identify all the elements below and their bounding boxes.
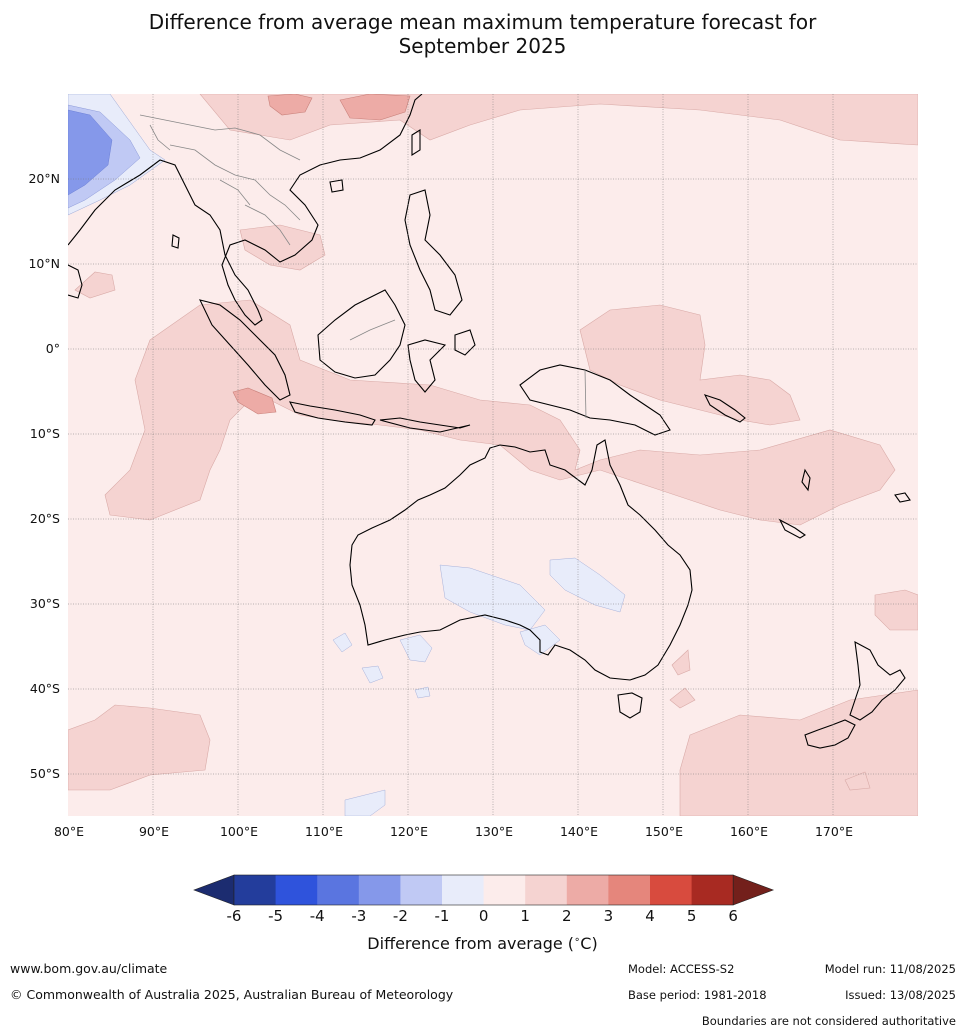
colorbar-tick-label: -3 [351,907,366,925]
asia-mainland-coast [68,94,423,326]
colorbar-tick-label: 1 [520,907,530,925]
new-zealand-south-coast [804,719,856,749]
lesser-sunda-coast [379,417,471,433]
lon-label: 130°E [475,824,513,839]
colorbar-tick-label: -6 [227,907,242,925]
footer-model-run: Model run: 11/08/2025 [824,962,956,976]
lat-label: 30°S [30,596,60,611]
tasmania-coast [617,692,643,719]
forecast-map: 20°N 10°N 0° 10°S 20°S 30°S 40°S 50°S 80… [28,94,918,839]
java-coast [289,401,376,426]
sumatra-coast [198,299,291,401]
colorbar-tick-label: 5 [687,907,697,925]
lon-label: 160°E [730,824,768,839]
map-figure: 20°N 10°N 0° 10°S 20°S 30°S 40°S 50°S 80… [28,94,918,839]
colorbar-label-text: Difference from average ( [367,934,575,953]
colorbar-tick-label: 3 [604,907,614,925]
colorbar-tick-label: 4 [645,907,655,925]
colorbar-swatch [275,875,318,905]
fiji-coast [894,492,911,503]
lon-label: 80°E [54,824,84,839]
colorbar-tick-label: -2 [393,907,408,925]
lon-label: 150°E [645,824,683,839]
colorbar-swatch [566,875,609,905]
latitude-labels: 20°N 10°N 0° 10°S 20°S 30°S 40°S 50°S [28,171,60,781]
vanuatu-coast [801,468,811,492]
footer-model: Model: ACCESS-S2 [628,962,735,976]
degree-symbol: ∘ [574,934,581,946]
lon-label: 100°E [220,824,258,839]
colorbar-high-extend [732,874,775,906]
solomon-islands-coast [703,394,746,423]
colorbar-swatch [400,875,443,905]
lat-label: 10°N [28,256,60,271]
graticule [68,94,918,816]
taiwan-coast [411,129,421,156]
colorbar-swatch [234,875,276,905]
footer-issued: Issued: 13/08/2025 [845,988,956,1002]
australia-coast [349,439,693,681]
colorbar-tick-labels: -6 -5 -4 -3 -2 -1 0 1 2 3 4 5 6 [227,907,738,925]
colorbar-label-unit: C) [580,934,598,953]
footer-website: www.bom.gov.au/climate [10,961,168,976]
colorbar-swatches [193,874,775,906]
hainan-coast [329,179,344,193]
colorbar-label: Difference from average (∘C) [0,934,965,953]
anomaly-negative-regions [68,94,626,816]
colorbar-swatch [317,875,360,905]
lon-label: 140°E [560,824,598,839]
colorbar-swatch [442,875,484,905]
lat-label: 50°S [30,766,60,781]
sri-lanka-coast [171,234,180,249]
colorbar-border [233,874,734,906]
moluccas-coast [454,329,476,356]
colorbar-tick-label: 0 [479,907,489,925]
colorbar-swatch [525,875,568,905]
title-line-1: Difference from average mean maximum tem… [148,10,817,34]
philippines-coast [404,189,463,316]
sulawesi-coast [407,339,447,393]
page-title: Difference from average mean maximum tem… [0,10,965,58]
lat-label: 0° [46,341,60,356]
colorbar-tick-label: -5 [268,907,283,925]
colorbar-tick-label: -4 [310,907,325,925]
colorbar-low-extend [193,874,235,906]
coastlines [68,94,911,749]
colorbar-swatch [483,875,526,905]
lat-label: 20°N [28,171,60,186]
colorbar-swatch [650,875,692,905]
lon-label: 90°E [139,824,169,839]
map-area [68,94,918,816]
colorbar: -6 -5 -4 -3 -2 -1 0 1 2 3 4 5 6 [193,874,775,925]
colorbar-swatch [608,875,651,905]
colorbar-swatch [691,875,734,905]
colorbar-tick-label: 2 [562,907,572,925]
lon-label: 170°E [815,824,853,839]
colorbar-tick-label: -1 [435,907,450,925]
borneo-coast [317,289,406,379]
colorbar-tick-label: 6 [728,907,738,925]
lon-label: 110°E [305,824,343,839]
longitude-labels: 80°E 90°E 100°E 110°E 120°E 130°E 140°E … [54,824,853,839]
lon-label: 120°E [390,824,428,839]
colorbar-swatch [358,875,401,905]
new-guinea-coast [519,364,671,436]
footer-base-period: Base period: 1981-2018 [628,988,767,1002]
lat-label: 40°S [30,681,60,696]
footer-disclaimer: Boundaries are not considered authoritat… [701,1014,956,1028]
title-line-2: September 2025 [398,34,567,58]
lat-label: 10°S [30,426,60,441]
political-boundaries [139,114,587,419]
india-coast [68,264,83,299]
new-zealand-north-coast [849,641,906,721]
lat-label: 20°S [30,511,60,526]
anomaly-2-3-regions [232,94,411,415]
new-caledonia-coast [778,518,807,539]
footer-copyright: © Commonwealth of Australia 2025, Austra… [10,987,454,1002]
